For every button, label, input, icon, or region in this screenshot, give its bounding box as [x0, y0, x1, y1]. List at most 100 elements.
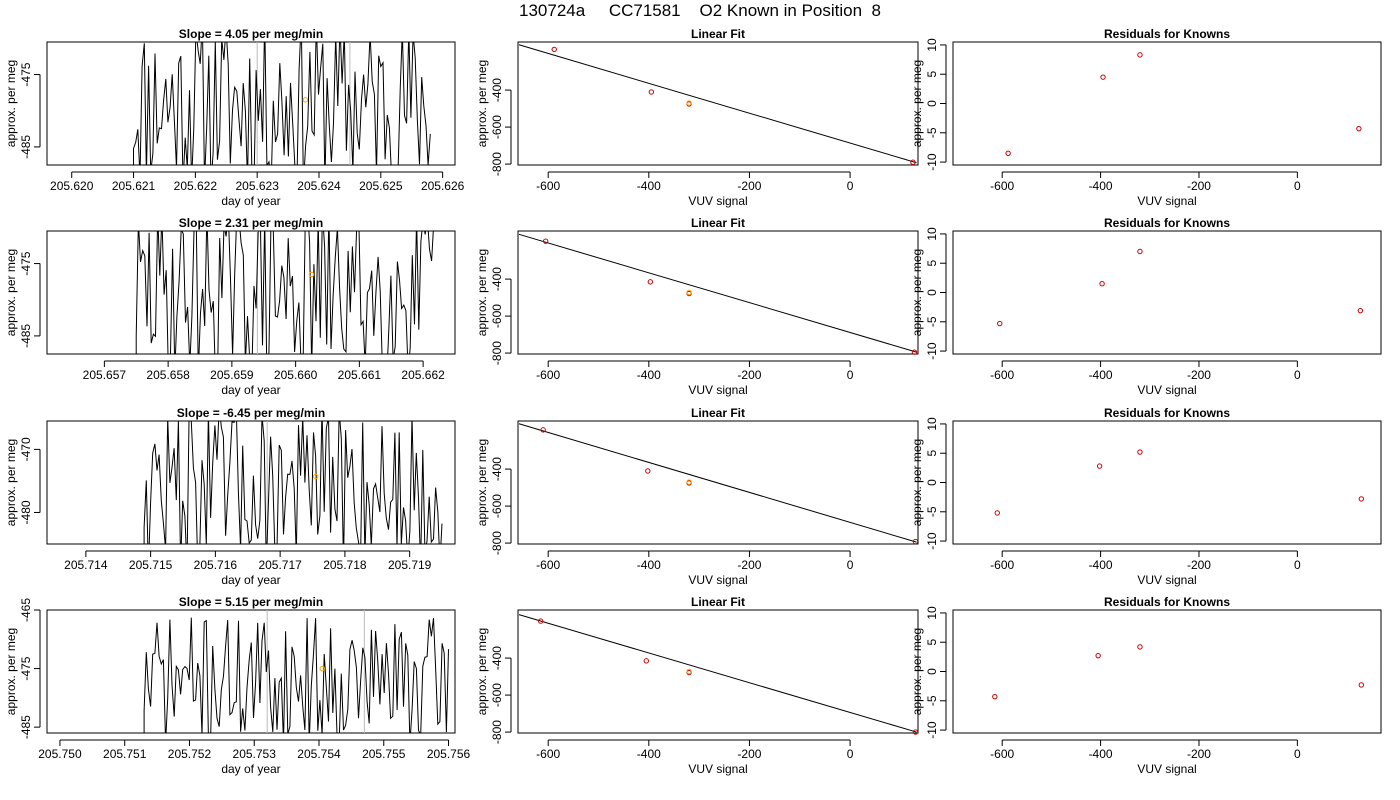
linfit-panel-r1-x-tick-label: 0	[847, 179, 854, 193]
linfit-point	[648, 89, 655, 95]
linfit-panel-r4-y-tick-label: -400	[490, 646, 504, 670]
slope-panel-r3-y-tick-label: -470	[19, 437, 33, 461]
figure-title: 130724a CC71581 O2 Known in Position 8	[519, 1, 881, 20]
residuals-panel-r4-x-tick-label: 0	[1294, 747, 1301, 761]
linfit-point	[912, 729, 919, 735]
linfit-regression-line	[518, 423, 917, 543]
slope-panel-r3-frame	[46, 420, 456, 545]
linfit-panel-r4-x-tick-label: -600	[536, 747, 560, 761]
slope-panel-r4-x-tick-label: 205.756	[427, 747, 471, 761]
slope-panel-r2-x-tick-label: 205.660	[274, 368, 318, 382]
linfit-point	[537, 618, 544, 624]
slope-highlight-point	[319, 665, 325, 672]
linfit-panel-r3-y-axis-title: approx. per meg	[475, 439, 489, 526]
slope-panel-r1-x-tick-label: 205.626	[421, 179, 465, 193]
linfit-panel-r1-x-axis-title: VUV signal	[688, 194, 747, 208]
linfit-panel-r1-x-tick-label: -400	[637, 179, 661, 193]
linfit-regression-line	[518, 614, 917, 733]
slope-panel-r4-x-axis-title: day of year	[221, 762, 280, 776]
slope-panel-r4-y-axis-title: approx. per meg	[4, 628, 18, 715]
slope-panel-r4-x-tick-label: 205.754	[297, 747, 341, 761]
slope-panel-r3-x-tick-label: 205.716	[194, 558, 238, 572]
linfit-panel-r4-x-axis-title: VUV signal	[688, 762, 747, 776]
linfit-panel-r4-x-tick-label: -400	[637, 747, 661, 761]
slope-highlight-point	[313, 473, 319, 480]
slope-panel-r3-y-axis-title: approx. per meg	[4, 439, 18, 526]
residuals-panel-r1-x-tick-label: -600	[990, 179, 1014, 193]
residual-point	[1356, 125, 1362, 132]
slope-panel-r3-x-tick-label: 205.718	[323, 558, 367, 572]
residuals-panel-r1-frame	[952, 41, 1382, 166]
residuals-panel-r1-y-tick-label: -5	[925, 127, 939, 138]
linfit-point	[542, 238, 549, 244]
residuals-panel-r3-y-tick-label: 5	[925, 450, 939, 457]
linfit-panel-r2-y-tick-label: -600	[490, 304, 504, 328]
residuals-panel-r1-y-tick-label: 0	[925, 100, 939, 107]
residuals-panel-r3-y-axis-title: approx. per meg	[910, 439, 924, 526]
linfit-point	[912, 538, 919, 545]
slope-panel-r4-x-tick-label: 205.751	[103, 747, 147, 761]
residuals-panel-r1-x-tick-label: -200	[1187, 179, 1211, 193]
slope-panel-r2-y-tick-label: -485	[19, 324, 33, 348]
linfit-panel-r2-y-tick-label: -400	[490, 267, 504, 291]
residuals-panel-r4-frame	[952, 609, 1382, 734]
residual-point	[1099, 281, 1105, 287]
slope-panel-r4-title: Slope = 5.15 per meg/min	[179, 595, 323, 609]
slope-panel-r4-y-tick-label: -485	[19, 715, 33, 739]
linfit-panel-r3-x-tick-label: -200	[737, 558, 761, 572]
residuals-panel-r1-y-axis-title: approx. per meg	[910, 60, 924, 147]
linfit-panel-r3-x-tick-label: -400	[637, 558, 661, 572]
residuals-panel-r2-x-tick-label: 0	[1294, 368, 1301, 382]
residuals-panel-r3-x-tick-label: -400	[1089, 558, 1113, 572]
slope-panel-r3-title: Slope = -6.45 per meg/min	[177, 406, 325, 420]
residuals-panel-r4-y-tick-label: 5	[925, 639, 939, 646]
linfit-panel-r2-x-tick-label: -600	[536, 368, 560, 382]
slope-trace-line	[143, 617, 449, 733]
residual-point	[1005, 150, 1011, 156]
slope-trace-group-r4	[143, 610, 449, 733]
residuals-panel-r3-y-tick-label: 10	[925, 417, 939, 431]
residuals-panel-r2-y-tick-label: 0	[925, 289, 939, 296]
residuals-panel-r1-x-tick-label: 0	[1294, 179, 1301, 193]
linfit-panel-r3-x-tick-label: -600	[536, 558, 560, 572]
linfit-panel-r4-y-axis-title: approx. per meg	[475, 628, 489, 715]
residuals-panel-r3-x-tick-label: 0	[1294, 558, 1301, 572]
slope-trace-group-r3	[143, 421, 443, 544]
slope-panel-r2-title: Slope = 2.31 per meg/min	[179, 216, 323, 230]
linfit-regression-line	[518, 44, 917, 164]
linfit-panel-r3-y-tick-label: -600	[490, 494, 504, 518]
residuals-panel-r2-x-tick-label: -400	[1089, 368, 1113, 382]
residuals-panel-r1-x-tick-label: -400	[1089, 179, 1113, 193]
residuals-panel-r3-x-tick-label: -600	[990, 558, 1014, 572]
residuals-panel-r1-y-tick-label: 10	[925, 38, 939, 52]
residuals-panel-r4-x-tick-label: -400	[1089, 747, 1113, 761]
linfit-panel-r4-x-tick-label: 0	[847, 747, 854, 761]
linfit-panel-r2-x-axis-title: VUV signal	[688, 383, 747, 397]
residuals-panel-r2-y-tick-label: 10	[925, 227, 939, 241]
linfit-panel-r1-y-tick-label: -400	[490, 78, 504, 102]
slope-panel-r1-y-tick-label: -475	[19, 62, 33, 86]
slope-panel-r2-x-axis-title: day of year	[221, 383, 280, 397]
residuals-panel-r2-frame	[952, 230, 1382, 355]
slope-panel-r1-x-tick-label: 205.624	[297, 179, 341, 193]
linfit-panel-r2-title: Linear Fit	[691, 216, 745, 230]
linfit-regression-line	[518, 233, 917, 353]
linfit-panel-r2-y-tick-label: -800	[490, 341, 504, 365]
residual-point	[1357, 307, 1364, 314]
residual-point	[1100, 74, 1106, 80]
linfit-panel-r1-y-tick-label: -800	[490, 152, 504, 176]
residuals-panel-r3-y-tick-label: 0	[925, 479, 939, 486]
residuals-panel-r1-y-tick-label: -10	[925, 153, 939, 171]
linfit-point	[647, 279, 654, 285]
linfit-panel-r2-x-tick-label: 0	[847, 368, 854, 382]
residuals-panel-r3-y-tick-label: -10	[925, 532, 939, 550]
residuals-panel-r2-y-tick-label: -5	[925, 316, 939, 327]
slope-panel-r2-x-tick-label: 205.658	[146, 368, 190, 382]
slope-panel-r1-x-tick-label: 205.622	[174, 179, 218, 193]
linfit-panel-r4-frame	[517, 609, 919, 734]
linfit-point	[686, 668, 692, 675]
linfit-panel-r1-y-axis-title: approx. per meg	[475, 60, 489, 147]
slope-panel-r4-x-tick-label: 205.753	[233, 747, 277, 761]
slope-panel-r1-x-tick-label: 205.625	[359, 179, 403, 193]
residuals-panel-r4-x-tick-label: -200	[1187, 747, 1211, 761]
